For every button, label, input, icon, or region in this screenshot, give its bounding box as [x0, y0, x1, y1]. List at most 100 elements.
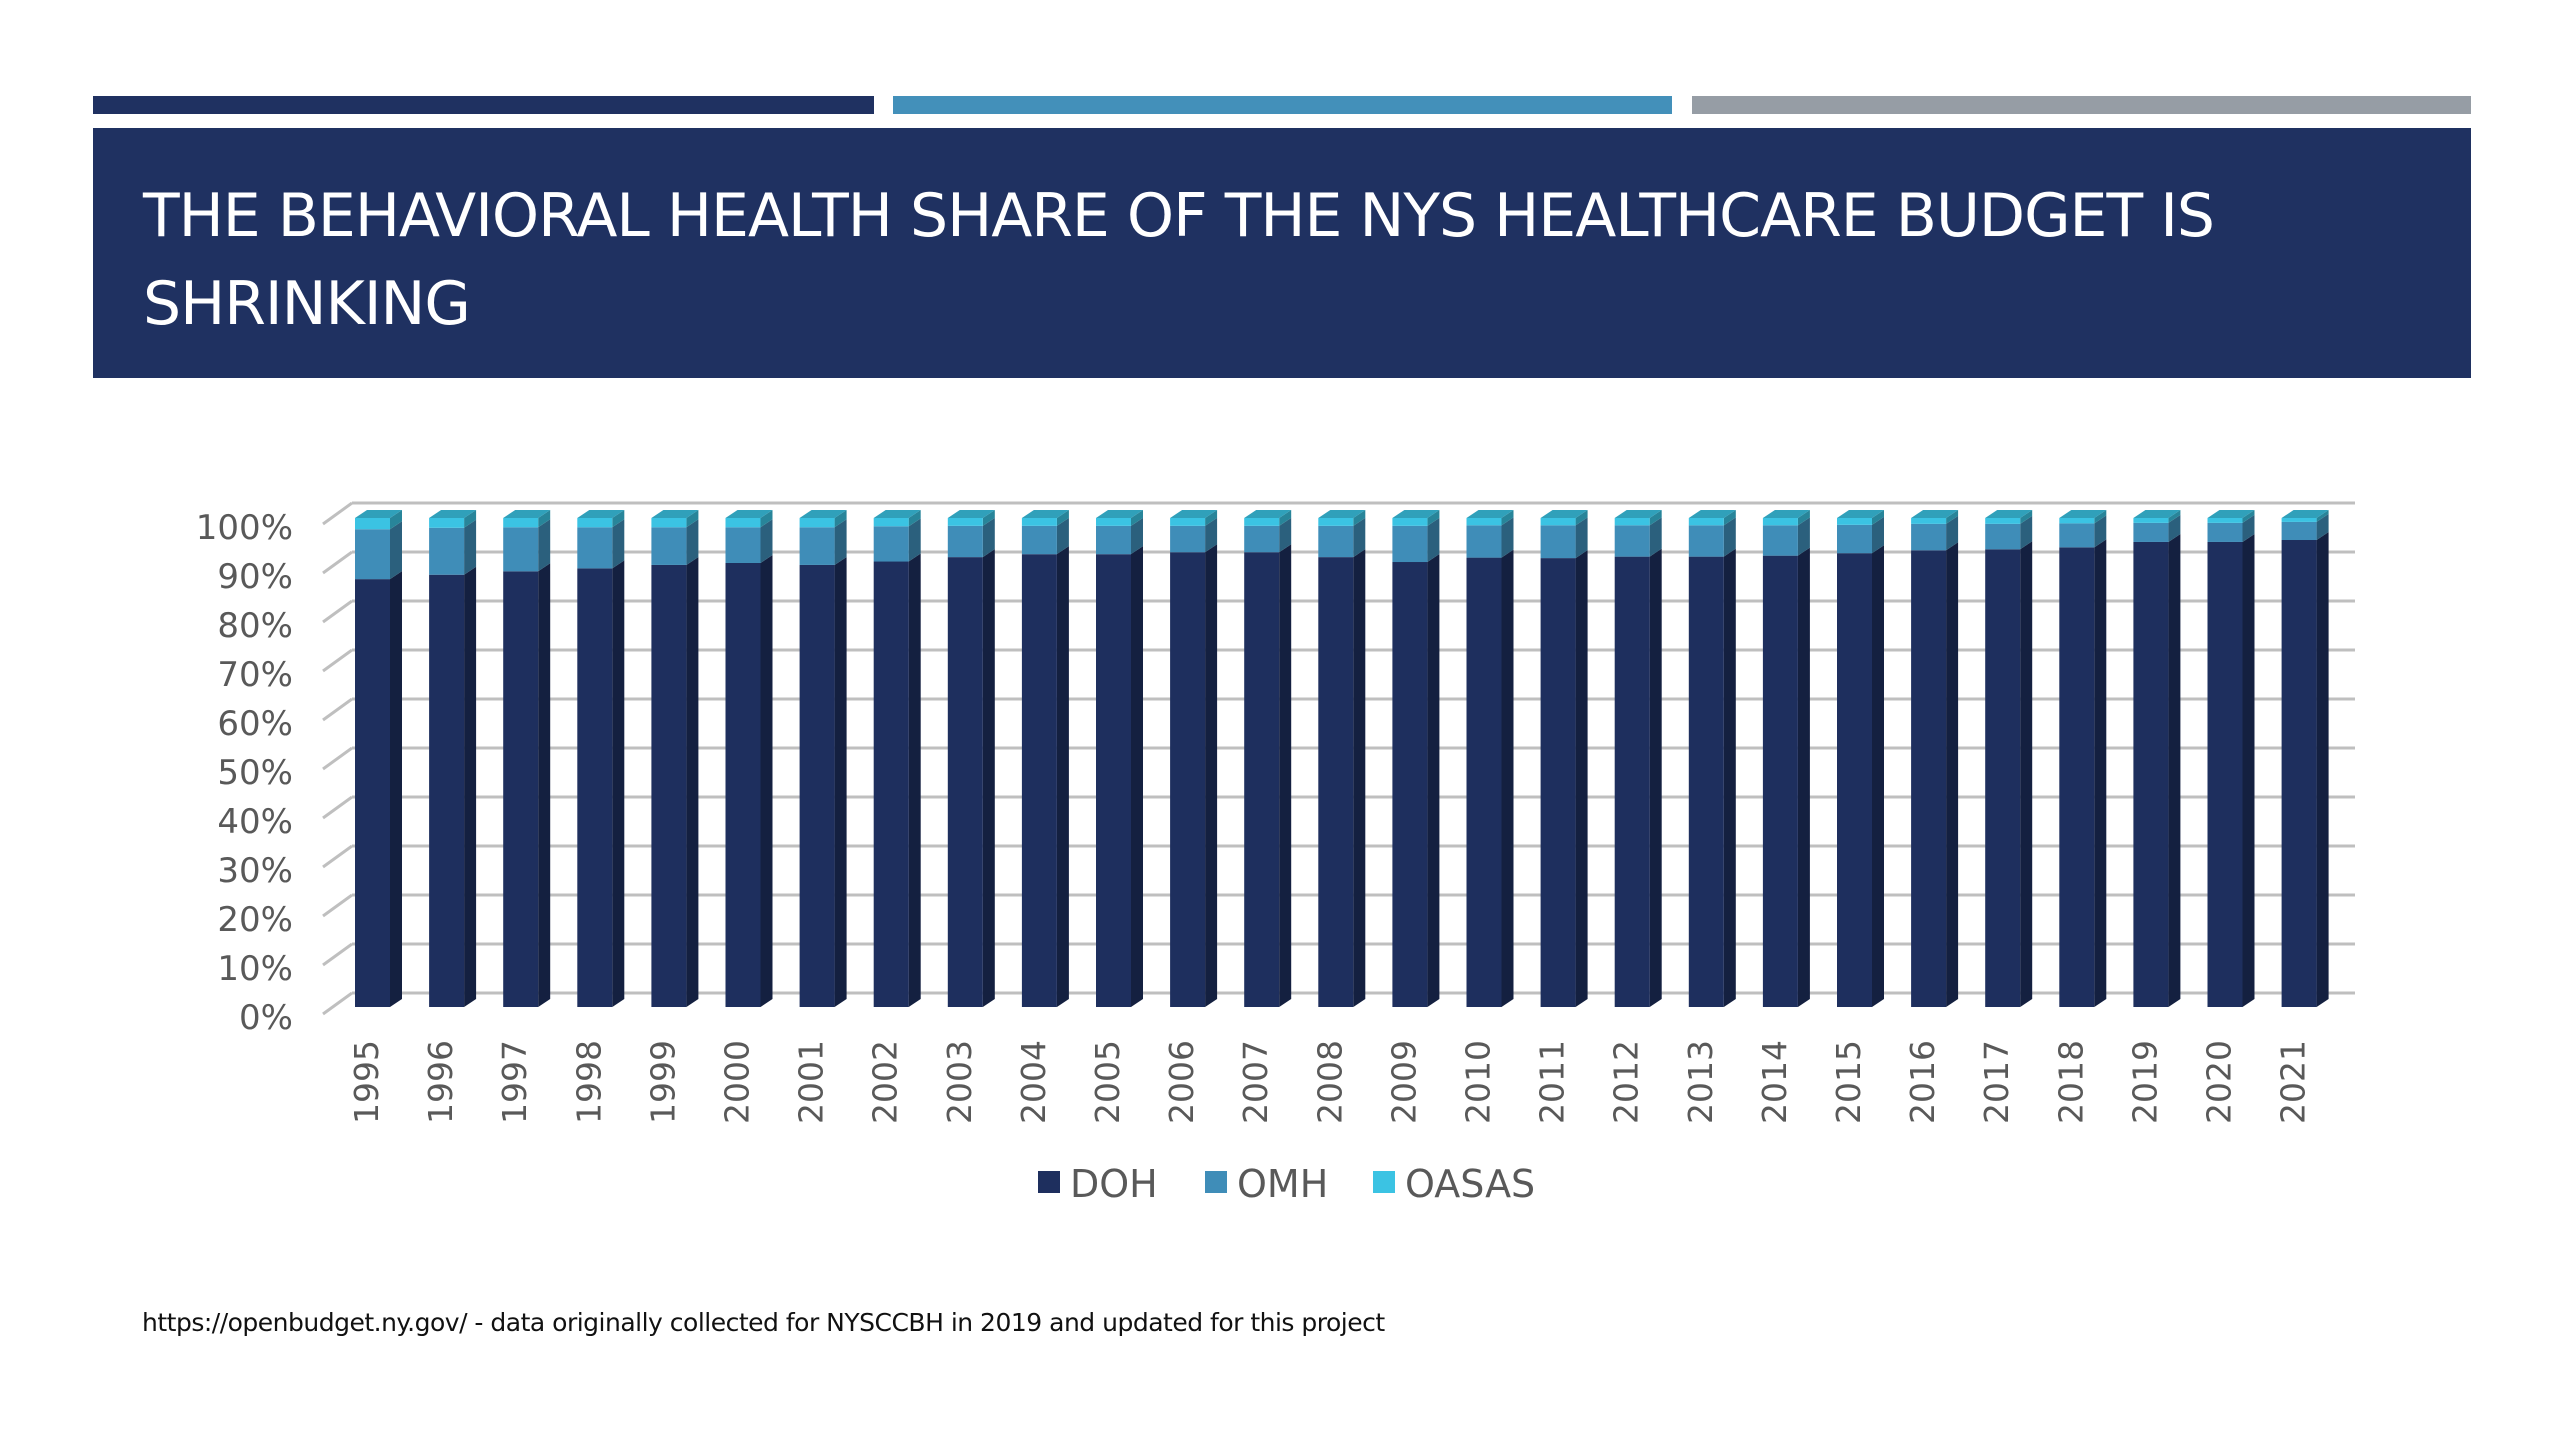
bar-segment-oasas-side [538, 510, 551, 528]
bar-segment-omh-side [2242, 514, 2255, 542]
bar-segment-doh-side [1872, 545, 1884, 1007]
bar-segment-oasas-top [1392, 510, 1440, 518]
bar-stack [1837, 510, 1884, 1007]
bar-segment-doh [1318, 557, 1354, 1007]
x-tick-label: 1996 [421, 1040, 460, 1124]
bar-segment-doh [1614, 556, 1650, 1007]
bar-segment-omh [2059, 523, 2095, 548]
bar-segment-oasas [873, 518, 909, 527]
x-tick-label: 2008 [1310, 1040, 1349, 1124]
bar-segment-omh-side [1649, 517, 1662, 557]
gridline-depth [322, 697, 353, 722]
bar-segment-doh [2059, 547, 2095, 1007]
y-tick-label: 80% [217, 606, 293, 646]
x-tick-label: 2006 [1162, 1040, 1201, 1124]
bar-segment-omh-side [1797, 517, 1810, 556]
bar-segment-oasas-side [1723, 510, 1736, 526]
bar-segment-omh-side [1427, 517, 1440, 563]
y-tick-label: 100% [196, 508, 293, 548]
bar-segment-oasas [1170, 518, 1206, 526]
bar-segment-omh [1096, 525, 1131, 555]
bar-segment-doh-side [1649, 548, 1662, 1007]
y-tick-label: 90% [217, 557, 293, 597]
x-tick-label: 2021 [2274, 1040, 2313, 1124]
bar-segment-doh-side [1797, 547, 1810, 1007]
bar-segment-oasas-side [2316, 510, 2329, 522]
bar-segment-oasas-side [1131, 510, 1143, 526]
bar-segment-oasas-top [799, 510, 847, 518]
bar-stack [2133, 510, 2181, 1007]
bar-segment-oasas-side [1872, 510, 1884, 525]
bar-segment-oasas-top [1021, 510, 1069, 518]
bar-segment-doh-side [1575, 550, 1588, 1007]
bar-segment-doh [1911, 550, 1947, 1007]
x-tick-label: 2017 [1977, 1040, 2016, 1124]
bar-segment-doh [1762, 555, 1798, 1007]
bar-segment-oasas [1540, 518, 1576, 526]
slide-title: The Behavioral Health Share of the NYS H… [143, 181, 2215, 339]
bar-segment-doh-side [612, 560, 625, 1007]
bar-segment-oasas [1466, 518, 1502, 526]
bar-segment-omh [355, 529, 390, 580]
bars [355, 510, 2329, 1007]
bar-segment-doh-side [1353, 549, 1366, 1007]
bar-segment-oasas-side [2242, 510, 2255, 523]
y-tick-label: 10% [217, 949, 293, 989]
bar-segment-omh [2207, 522, 2243, 542]
bar-segment-oasas [1392, 518, 1428, 526]
bar-segment-oasas-top [429, 510, 477, 518]
bar-segment-omh [1244, 525, 1280, 553]
bar-segment-doh [2281, 540, 2317, 1007]
bar-segment-oasas-side [1946, 510, 1959, 524]
bar-segment-omh [1614, 525, 1650, 557]
bar-segment-oasas-top [1688, 510, 1736, 518]
bar-segment-doh-side [538, 563, 551, 1007]
bar-segment-oasas [1911, 518, 1947, 524]
bar-segment-doh [1540, 558, 1576, 1007]
bar-segment-omh-side [464, 519, 477, 575]
x-tick-label: 2000 [718, 1040, 757, 1124]
legend-swatch [1373, 1171, 1395, 1193]
bar-segment-omh [1837, 524, 1872, 554]
bar-segment-doh [2207, 541, 2243, 1007]
bar-segment-omh-side [1575, 517, 1588, 559]
bar-segment-omh-side [1872, 516, 1884, 554]
bar-stack [873, 510, 921, 1007]
bar-segment-oasas-top [355, 510, 402, 518]
bar-segment-doh-side [1279, 544, 1292, 1007]
x-tick-label: 1998 [569, 1040, 608, 1124]
bar-segment-oasas [2207, 518, 2243, 523]
x-tick-label: 2001 [792, 1040, 831, 1124]
gridline-depth [322, 942, 353, 967]
gridline-depth [322, 550, 353, 575]
bar-segment-doh-side [2168, 533, 2181, 1007]
x-tick-label: 1995 [347, 1040, 386, 1124]
bar-segment-doh-side [1427, 554, 1440, 1007]
bar-segment-omh [1985, 523, 2021, 550]
source-footnote: https://openbudget.ny.gov/ - data origin… [142, 1308, 1385, 1337]
x-tick-label: 2013 [1681, 1040, 1720, 1124]
gridline-depth [322, 844, 353, 869]
bar-segment-omh [429, 527, 465, 575]
bar-segment-oasas [1762, 518, 1798, 526]
bar-segment-doh [725, 562, 761, 1007]
y-axis-ticks: 0% 10% 20% 30% 40% 50% 60% 70% 80% 90% 100% [196, 508, 293, 1038]
bar-segment-oasas [503, 518, 539, 528]
accent-bar-navy [93, 96, 874, 114]
bar-segment-doh-side [2242, 533, 2255, 1007]
bar-segment-omh-side [390, 521, 402, 580]
bar-segment-doh-side [1131, 546, 1143, 1007]
bar-segment-oasas [2133, 518, 2169, 523]
bar-segment-doh-side [760, 554, 773, 1007]
bar-segment-doh-side [2316, 532, 2329, 1007]
bar-segment-doh [2133, 541, 2169, 1007]
bar-segment-omh [1170, 525, 1206, 553]
bar-segment-oasas-top [1911, 510, 1959, 518]
bar-segment-doh [355, 579, 390, 1007]
y-tick-label: 0% [239, 998, 293, 1038]
bar-segment-oasas-side [1056, 510, 1069, 526]
bar-stack [1096, 510, 1143, 1007]
bar-segment-oasas-side [760, 510, 773, 528]
bar-segment-doh [1688, 556, 1724, 1007]
bar-segment-doh [429, 574, 465, 1007]
